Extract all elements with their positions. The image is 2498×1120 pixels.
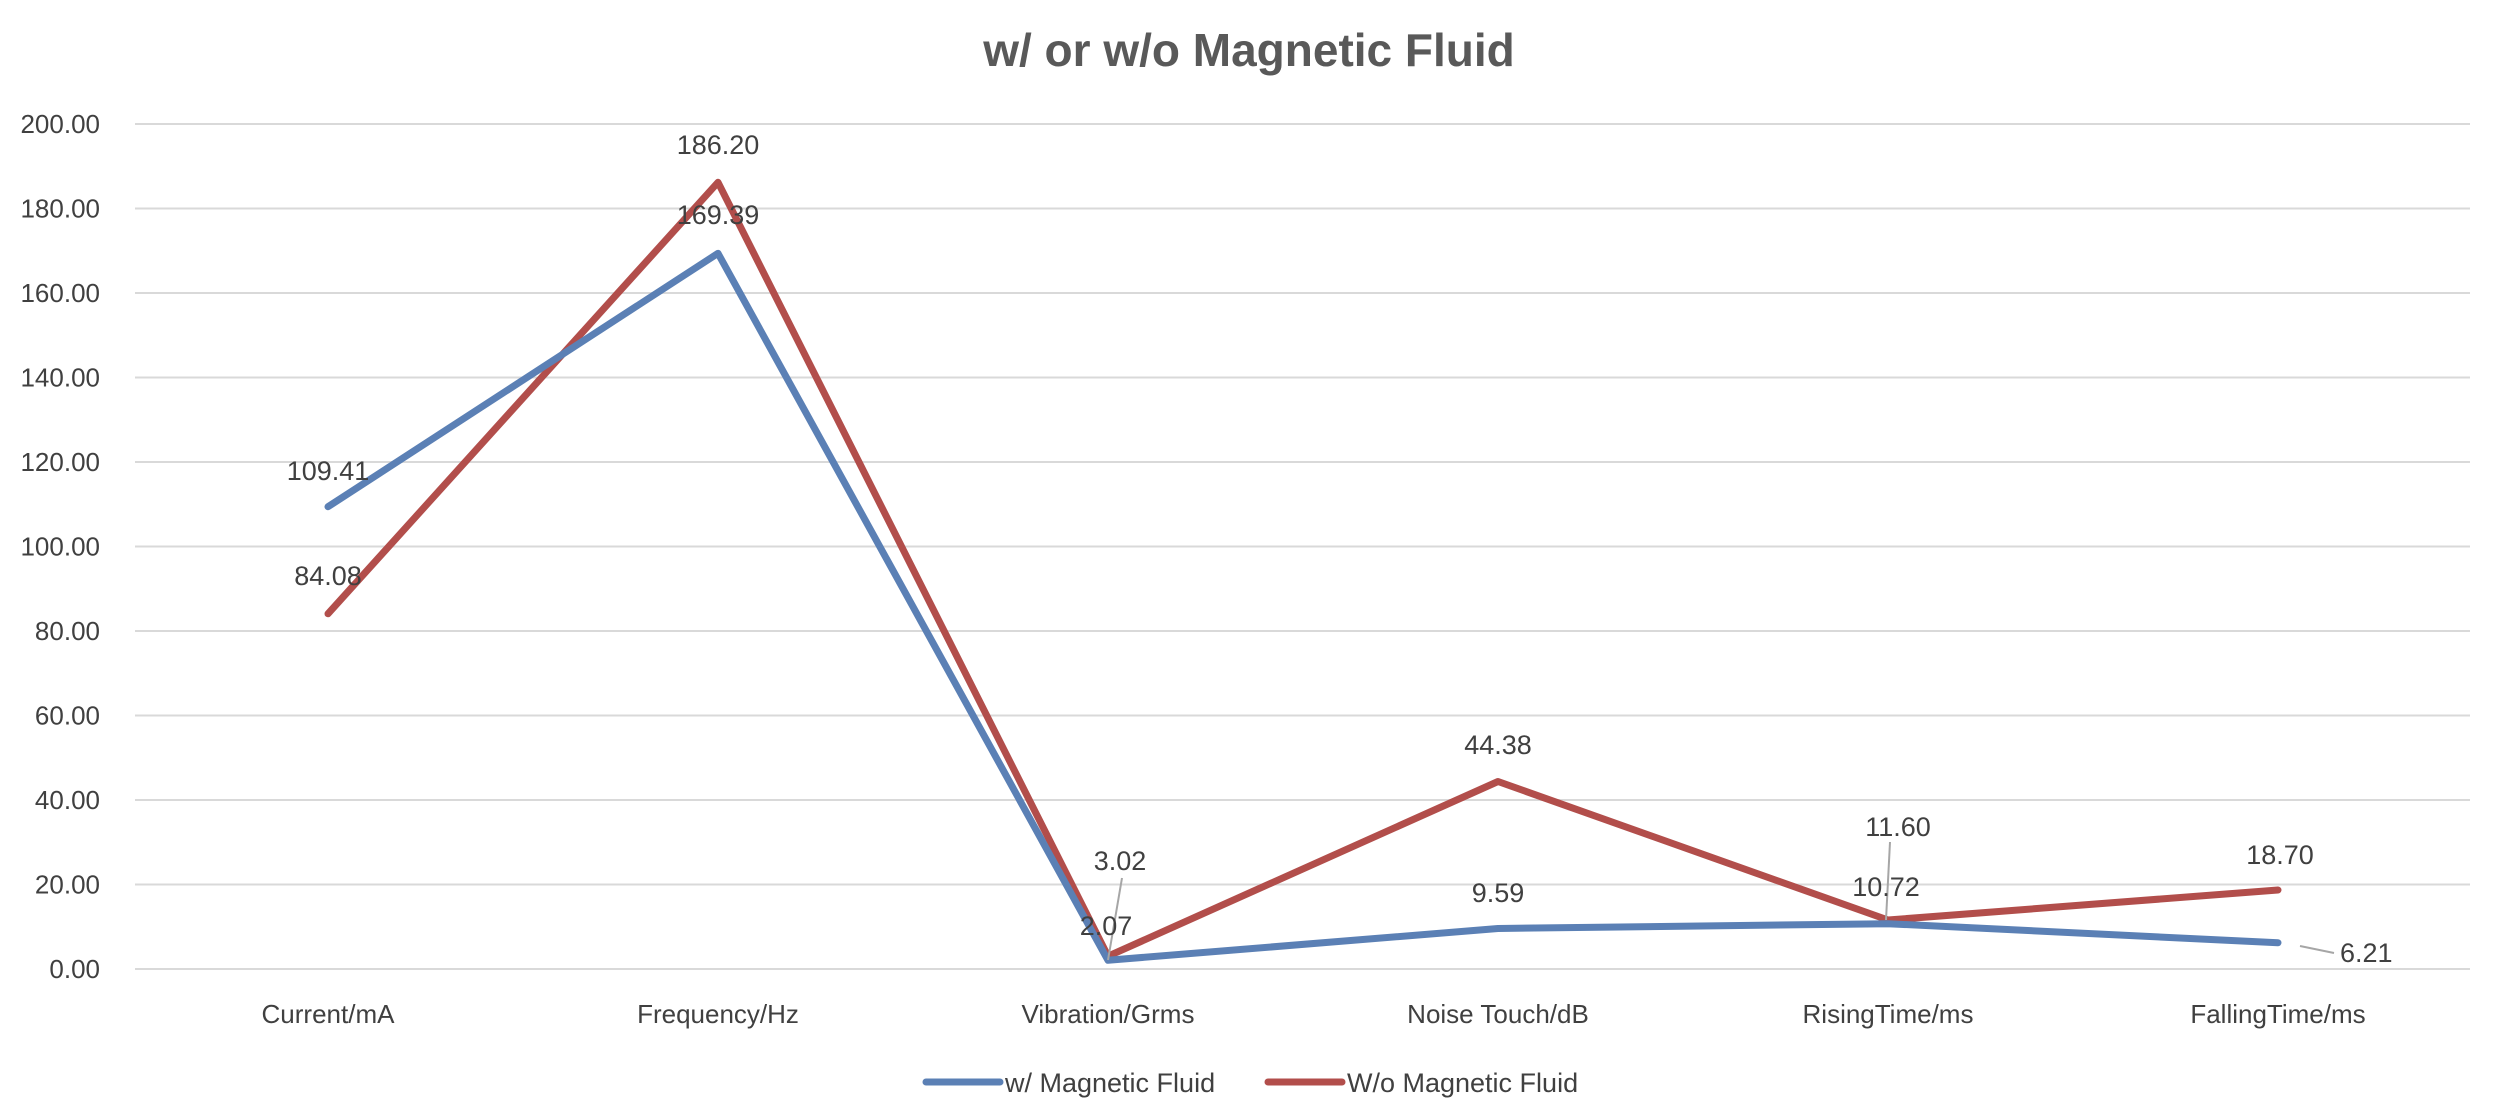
y-tick-label: 140.00	[20, 363, 100, 393]
x-category-label: FallingTime/ms	[2190, 999, 2365, 1029]
leader-line	[1107, 877, 1123, 961]
data-label: 11.60	[1865, 812, 1931, 842]
y-tick-label: 200.00	[20, 109, 100, 139]
x-category-label: Noise Touch/dB	[1407, 999, 1589, 1029]
x-category-label: Vibration/Grms	[1022, 999, 1195, 1029]
y-tick-label: 60.00	[35, 701, 100, 731]
data-label: 186.20	[677, 130, 760, 160]
y-tick-label: 120.00	[20, 447, 100, 477]
x-category-label: Current/mA	[262, 999, 396, 1029]
data-label: 3.02	[1094, 846, 1147, 876]
y-tick-label: 0.00	[49, 954, 100, 984]
data-label: 18.70	[2246, 840, 2314, 870]
y-tick-label: 180.00	[20, 194, 100, 224]
data-label: 2.07	[1080, 911, 1133, 941]
gridlines	[135, 123, 2470, 970]
data-label: 44.38	[1464, 730, 1532, 760]
x-axis-categories: Current/mA Frequency/Hz Vibration/Grms Nois…	[262, 999, 2366, 1029]
y-tick-label: 160.00	[20, 278, 100, 308]
data-labels: 109.41 169.39 2.07 9.59 10.72 6.21 84.08 186.20…	[287, 130, 2393, 968]
data-label: 84.08	[294, 561, 362, 591]
data-label: 169.39	[677, 200, 760, 230]
chart-title: w/ or w/o Magnetic Fluid	[982, 24, 1515, 76]
leader-line	[1885, 841, 1891, 921]
y-tick-label: 40.00	[35, 785, 100, 815]
y-tick-label: 20.00	[35, 870, 100, 900]
y-tick-label: 80.00	[35, 616, 100, 646]
series-lines	[324, 178, 2282, 964]
legend: w/ Magnetic Fluid W/o Magnetic Fluid	[922, 1068, 1578, 1098]
series-line-0	[324, 249, 2282, 964]
series-line-1	[324, 178, 2282, 960]
x-category-label: RisingTime/ms	[1803, 999, 1974, 1029]
leader-line	[2299, 945, 2335, 954]
x-category-label: Frequency/Hz	[637, 999, 799, 1029]
data-label: 9.59	[1472, 878, 1525, 908]
data-label: 10.72	[1852, 872, 1920, 902]
data-label: 109.41	[287, 456, 370, 486]
y-tick-label: 100.00	[20, 532, 100, 562]
legend-label-0: w/ Magnetic Fluid	[1004, 1068, 1215, 1098]
data-label: 6.21	[2340, 938, 2393, 968]
y-axis-ticks: 0.00 20.00 40.00 60.00 80.00 100.00 120.00 140.…	[20, 109, 100, 984]
legend-label-1: W/o Magnetic Fluid	[1347, 1068, 1578, 1098]
label-leader-lines	[1107, 841, 2335, 961]
